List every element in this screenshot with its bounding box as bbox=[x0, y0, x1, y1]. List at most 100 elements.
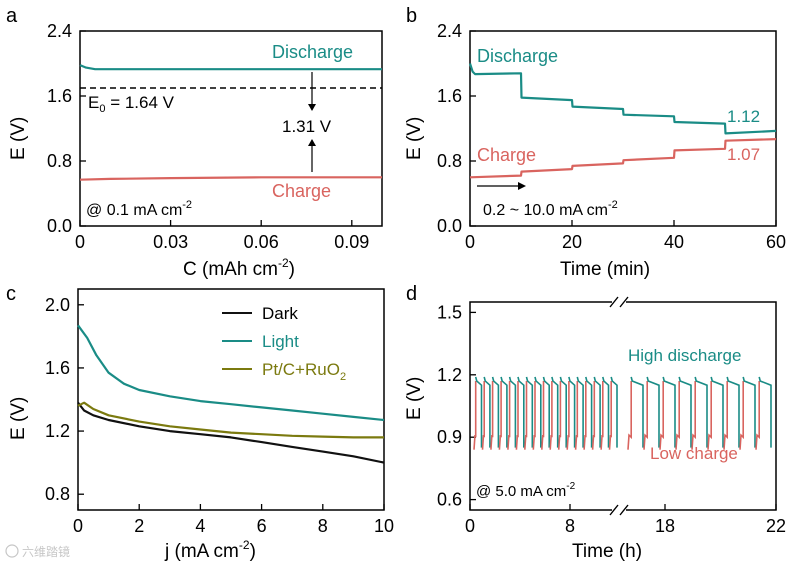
d-x-axis-label: Time (h) bbox=[572, 541, 642, 562]
cycle-charge-segment bbox=[541, 381, 545, 450]
cycle-charge-segment bbox=[524, 381, 528, 450]
e0-label: E0 = 1.64 V bbox=[88, 93, 175, 115]
d-y-axis-label: E (V) bbox=[404, 377, 425, 420]
y-tick-label: 0.0 bbox=[47, 216, 72, 236]
cycle-charge-segment bbox=[707, 381, 713, 450]
axis-break-mark bbox=[619, 504, 629, 516]
panel-a-frame bbox=[79, 30, 383, 227]
series-line-discharge bbox=[468, 63, 777, 135]
series-line-charge bbox=[79, 176, 382, 181]
cycle-discharge-segment bbox=[542, 376, 551, 448]
cycle-charge-segment bbox=[600, 381, 604, 450]
legend-label-pt: Pt/C+RuO2 bbox=[262, 360, 346, 383]
cycle-charge-segment bbox=[723, 381, 729, 450]
b-arrow-head bbox=[518, 182, 526, 190]
c-legend: Dark Light Pt/C+RuO2 bbox=[222, 304, 346, 383]
cycle-charge-segment bbox=[643, 381, 649, 450]
d-high-discharge-label: High discharge bbox=[628, 346, 741, 365]
x-tick-label: 20 bbox=[562, 232, 582, 252]
cycle-discharge-segment bbox=[694, 376, 708, 448]
panel-b-axes: 0.0 0.8 1.6 2.4 0 20 40 60 bbox=[437, 21, 786, 252]
x-tick-label: 8 bbox=[565, 516, 575, 536]
gap-arrow-up-head bbox=[308, 139, 316, 146]
x-tick-label: 22 bbox=[766, 516, 786, 536]
panel-b-letter: b bbox=[406, 5, 417, 27]
gap-label: 1.31 V bbox=[282, 117, 332, 136]
cycle-discharge-segment bbox=[508, 376, 517, 448]
series-line-dark bbox=[77, 402, 385, 464]
cycle-discharge-segment bbox=[758, 376, 772, 448]
x-tick-label: 60 bbox=[766, 232, 786, 252]
y-tick-label: 2.0 bbox=[45, 295, 70, 315]
cycle-charge-segment bbox=[498, 381, 502, 450]
axis-break-gap-bottom bbox=[612, 504, 626, 516]
x-tick-label: 0.09 bbox=[334, 232, 369, 252]
a-discharge-label: Discharge bbox=[272, 42, 353, 62]
b-charge-label: Charge bbox=[477, 145, 536, 165]
x-tick-label: 0 bbox=[73, 516, 83, 536]
cycle-discharge-segment bbox=[742, 376, 756, 448]
watermark-text: 六维踏镜 bbox=[22, 544, 70, 559]
axis-break-mark bbox=[609, 504, 619, 516]
cycle-charge-segment bbox=[691, 381, 697, 450]
x-tick-label: 18 bbox=[655, 516, 675, 536]
cycle-charge-segment bbox=[473, 381, 477, 450]
panel-a-series bbox=[79, 64, 382, 181]
x-tick-label: 0 bbox=[465, 516, 475, 536]
y-tick-label: 1.6 bbox=[437, 86, 462, 106]
y-tick-label: 2.4 bbox=[47, 21, 72, 41]
b-discharge-end-value: 1.12 bbox=[727, 107, 760, 126]
b-arrow-label: 0.2 ~ 10.0 mA cm-2 bbox=[483, 199, 618, 219]
cycle-charge-segment bbox=[566, 381, 570, 450]
y-tick-label: 0.6 bbox=[437, 490, 462, 510]
legend-label-dark: Dark bbox=[262, 304, 298, 323]
cycle-discharge-segment bbox=[551, 376, 559, 448]
series-line-light bbox=[77, 324, 385, 422]
c-x-axis-label: j (mA cm-2) bbox=[164, 538, 256, 562]
gap-arrow-down-head bbox=[308, 104, 316, 111]
y-tick-label: 1.2 bbox=[437, 365, 462, 385]
a-condition-label: @ 0.1 mA cm-2 bbox=[86, 199, 192, 219]
cycle-discharge-segment bbox=[602, 376, 610, 448]
cycle-charge-segment bbox=[515, 381, 519, 450]
cycle-discharge-segment bbox=[534, 376, 542, 448]
cycle-charge-segment bbox=[591, 381, 596, 450]
watermark: 六维踏镜 bbox=[5, 544, 70, 559]
series-line-pt-c-ruo- bbox=[77, 401, 384, 439]
cycle-charge-segment bbox=[739, 381, 745, 450]
cycle-discharge-segment bbox=[525, 376, 534, 448]
cycle-charge-segment bbox=[755, 381, 761, 450]
x-tick-label: 10 bbox=[374, 516, 394, 536]
cycle-discharge-segment bbox=[593, 376, 601, 448]
axis-break-mark bbox=[619, 296, 629, 308]
panel-a-axes: 0.0 0.8 1.6 2.4 0 0.03 0.06 0.09 bbox=[47, 21, 383, 252]
panel-d: d 0.6 0.9 1.2 1.5 0 8 18 22 High discharge Low … bbox=[404, 283, 786, 562]
cycle-discharge-segment bbox=[559, 376, 568, 448]
cycle-discharge-segment bbox=[576, 376, 584, 448]
cycle-charge-segment bbox=[627, 381, 633, 450]
cycle-charge-segment bbox=[659, 381, 665, 450]
axis-break-gap-top bbox=[612, 296, 626, 308]
y-tick-label: 1.5 bbox=[437, 302, 462, 322]
cycle-discharge-segment bbox=[630, 376, 644, 448]
axis-break-mark bbox=[609, 296, 619, 308]
cycle-charge-segment bbox=[557, 381, 562, 450]
a-y-axis-label: E (V) bbox=[8, 117, 29, 160]
panel-c: c 0.8 1.2 1.6 2.0 0 2 4 6 8 10 Dark Light Pt/C+Ru… bbox=[6, 283, 394, 562]
a-x-axis-label: C (mAh cm-2) bbox=[183, 256, 295, 280]
cycle-charge-segment bbox=[675, 381, 681, 450]
panel-b-frame bbox=[469, 30, 777, 227]
cycle-discharge-segment bbox=[710, 376, 724, 448]
c-y-axis-label: E (V) bbox=[8, 397, 29, 440]
cycle-discharge-segment bbox=[474, 376, 483, 448]
panel-d-letter: d bbox=[406, 283, 417, 305]
y-tick-label: 0.9 bbox=[437, 427, 462, 447]
cycle-charge-segment bbox=[583, 381, 587, 450]
cycle-charge-segment bbox=[608, 381, 613, 450]
b-charge-end-value: 1.07 bbox=[727, 145, 760, 164]
panel-d-axes: 0.6 0.9 1.2 1.5 0 8 18 22 bbox=[437, 296, 786, 536]
y-tick-label: 1.6 bbox=[47, 86, 72, 106]
y-tick-label: 1.2 bbox=[45, 421, 70, 441]
y-tick-label: 0.8 bbox=[437, 151, 462, 171]
series-line-discharge bbox=[79, 64, 382, 71]
